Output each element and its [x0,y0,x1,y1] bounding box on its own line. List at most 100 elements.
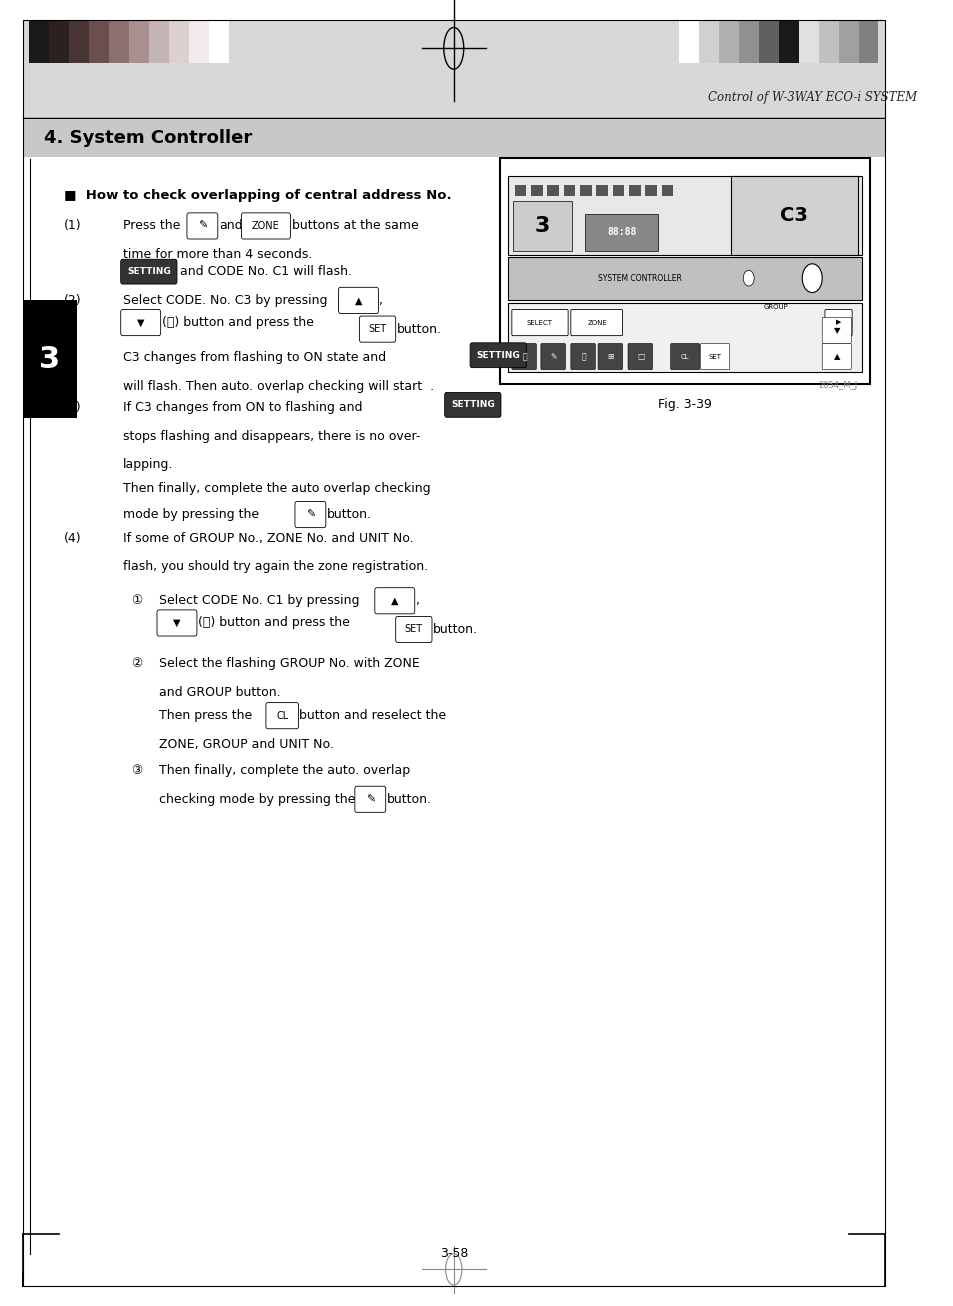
Text: SET: SET [368,324,386,334]
Text: SETTING: SETTING [127,268,171,276]
FancyBboxPatch shape [512,343,536,370]
Bar [189,21,209,63]
Text: 3: 3 [39,345,60,374]
Text: and GROUP button.: and GROUP button. [158,686,280,699]
Bar [778,21,798,63]
FancyBboxPatch shape [598,343,622,370]
Text: Then finally, complete the auto overlap checking: Then finally, complete the auto overlap … [122,482,430,495]
Text: CL: CL [680,354,689,359]
Text: ✎: ✎ [550,353,557,360]
FancyBboxPatch shape [23,20,884,118]
Text: flash, you should try again the zone registration.: flash, you should try again the zone reg… [122,560,427,573]
Text: ▲: ▲ [391,596,398,606]
Text: and: and [219,219,243,232]
Bar [129,21,149,63]
Bar [89,21,109,63]
Text: stops flashing and disappears, there is no over-: stops flashing and disappears, there is … [122,430,419,443]
Text: ▼: ▼ [173,618,180,628]
Ellipse shape [801,264,821,293]
FancyBboxPatch shape [821,317,850,343]
FancyBboxPatch shape [570,310,622,336]
Text: mode by pressing the: mode by pressing the [122,508,258,521]
Bar [596,185,607,196]
Text: ①: ① [132,594,143,607]
Text: ■  How to check overlapping of central address No.: ■ How to check overlapping of central ad… [64,189,451,202]
Text: □: □ [637,353,643,360]
FancyBboxPatch shape [355,786,385,812]
FancyBboxPatch shape [241,213,290,239]
Bar [818,21,838,63]
FancyBboxPatch shape [540,343,565,370]
FancyBboxPatch shape [700,343,729,370]
Bar [698,21,718,63]
Text: ,: , [379,294,383,307]
Text: C3 changes from flashing to ON state and: C3 changes from flashing to ON state and [122,351,385,364]
FancyBboxPatch shape [121,259,177,285]
Text: Select the flashing GROUP No. with ZONE: Select the flashing GROUP No. with ZONE [158,657,419,670]
Bar [718,21,738,63]
Text: C3: C3 [780,206,807,225]
Text: ▼: ▼ [137,317,144,328]
Text: ③: ③ [132,764,143,777]
FancyBboxPatch shape [294,502,326,528]
Text: and CODE No. C1 will flash.: and CODE No. C1 will flash. [179,265,352,278]
FancyBboxPatch shape [499,158,869,384]
Text: Select CODE No. C1 by pressing: Select CODE No. C1 by pressing [158,594,359,607]
Text: Press the: Press the [122,219,180,232]
FancyBboxPatch shape [359,316,395,342]
Bar [547,185,558,196]
FancyBboxPatch shape [266,703,298,729]
Text: 🔊: 🔊 [521,353,526,360]
Bar [149,21,169,63]
Text: SYSTEM CONTROLLER: SYSTEM CONTROLLER [598,274,681,282]
Text: 3-58: 3-58 [439,1247,468,1260]
Text: ZONE, GROUP and UNIT No.: ZONE, GROUP and UNIT No. [158,738,334,751]
Bar [514,185,526,196]
Text: ▲: ▲ [833,353,839,360]
FancyBboxPatch shape [670,343,699,370]
Text: 2054_M_J: 2054_M_J [818,381,857,390]
Bar [612,185,623,196]
Bar [508,257,862,300]
Text: ▼: ▼ [833,326,839,334]
Text: button.: button. [386,793,431,806]
FancyBboxPatch shape [627,343,652,370]
FancyBboxPatch shape [395,616,432,643]
Text: ✎: ✎ [365,794,375,804]
Bar [585,214,658,251]
Text: Then finally, complete the auto. overlap: Then finally, complete the auto. overlap [158,764,410,777]
FancyBboxPatch shape [512,310,568,336]
FancyBboxPatch shape [121,310,160,336]
Bar [49,21,69,63]
Text: SELECT: SELECT [526,320,553,325]
Text: Then press the: Then press the [158,709,252,722]
Text: GROUP: GROUP [762,304,787,310]
Bar [109,21,129,63]
Text: SETTING: SETTING [451,401,495,409]
Text: ZONE: ZONE [252,221,279,231]
FancyBboxPatch shape [821,343,850,370]
Text: ▶: ▶ [835,320,841,325]
Text: ZONE: ZONE [587,320,606,325]
Text: ⊞: ⊞ [607,353,614,360]
Text: 3: 3 [534,215,549,236]
FancyBboxPatch shape [470,342,526,368]
Bar [69,21,89,63]
Text: Control of W-3WAY ECO-i SYSTEM: Control of W-3WAY ECO-i SYSTEM [707,91,916,104]
Bar [738,21,758,63]
Text: SET: SET [708,354,720,359]
FancyBboxPatch shape [23,120,884,157]
Text: ✎: ✎ [305,509,314,520]
Text: will flash. Then auto. overlap checking will start  .: will flash. Then auto. overlap checking … [122,380,434,393]
Bar [798,21,818,63]
FancyBboxPatch shape [570,343,595,370]
Bar [758,21,778,63]
Bar [512,201,571,251]
Text: ✎: ✎ [197,221,207,231]
Bar [838,21,858,63]
FancyBboxPatch shape [338,287,378,313]
Text: button.: button. [326,508,372,521]
Text: Fig. 3-39: Fig. 3-39 [658,398,711,411]
FancyBboxPatch shape [375,588,415,614]
Ellipse shape [742,270,754,286]
